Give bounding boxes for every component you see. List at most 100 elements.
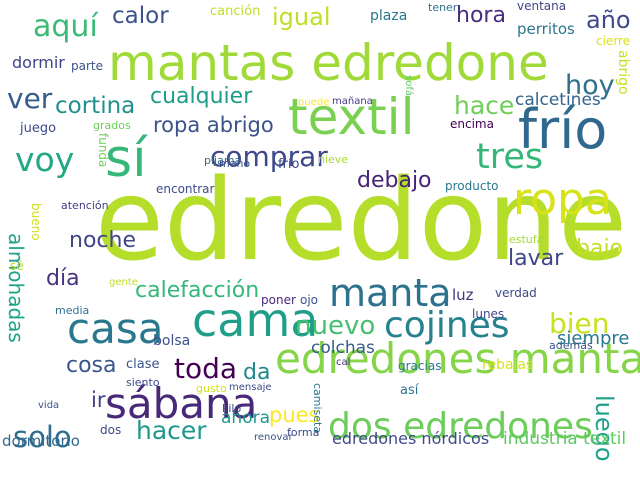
word-cloud-word: sofá	[403, 75, 414, 96]
word-cloud-word: siento	[126, 376, 160, 389]
word-cloud-word: noche	[69, 228, 136, 253]
word-cloud-word: rebajas	[482, 357, 534, 373]
word-cloud-word: cama	[192, 293, 319, 347]
word-cloud-word: bien	[549, 307, 610, 340]
word-cloud-word: día	[46, 266, 80, 291]
word-cloud-word: mensaje	[229, 382, 272, 393]
word-cloud-word: encima	[450, 117, 494, 131]
word-cloud-word: cojines	[384, 305, 510, 346]
word-cloud-word: edredones nórdicos	[332, 429, 490, 448]
word-cloud-word: mantas edredone	[108, 34, 549, 92]
word-cloud-word: debajo	[357, 168, 432, 193]
word-cloud-word: cal	[336, 357, 351, 368]
word-cloud-word: grados	[93, 119, 131, 132]
word-cloud-word: así	[400, 383, 419, 398]
word-cloud-word: aquí	[33, 9, 98, 44]
word-cloud-word: además	[549, 339, 593, 352]
word-cloud-word: año	[586, 6, 631, 34]
word-cloud-word: kilo	[222, 402, 242, 415]
word-cloud-word: pijama	[204, 154, 242, 167]
word-cloud-word: hace	[454, 91, 515, 120]
word-cloud-word: edredone	[95, 156, 627, 286]
word-cloud-word: parte	[71, 59, 103, 73]
word-cloud-word: frío	[518, 98, 608, 161]
word-cloud-word: hacer	[136, 416, 207, 445]
word-cloud-word: ojo	[300, 293, 319, 307]
word-cloud-word: renovar	[254, 432, 293, 443]
word-cloud-word: industria textil	[503, 429, 627, 449]
word-cloud-word: sé	[10, 259, 24, 273]
word-cloud-word: canción	[210, 4, 261, 19]
word-cloud-word: voy	[15, 140, 75, 179]
word-cloud-word: ver	[7, 82, 53, 115]
word-cloud-word: producto	[445, 179, 499, 193]
word-cloud-word: textil	[288, 88, 415, 146]
word-cloud-word: ahora	[221, 408, 270, 428]
word-cloud-word: dormir	[12, 53, 65, 72]
word-cloud-word: luz	[452, 286, 474, 304]
word-cloud-word: cierre	[596, 34, 631, 48]
word-cloud-word: igual	[272, 3, 331, 31]
word-cloud-word: lavar	[508, 246, 564, 271]
word-cloud-word: calor	[112, 3, 169, 29]
word-cloud-word: comprar	[210, 140, 328, 173]
word-cloud-word: mañana	[332, 96, 373, 107]
word-cloud-word: frío	[278, 157, 300, 172]
word-cloud-word: da	[243, 360, 271, 385]
word-cloud-word: luego	[590, 395, 618, 462]
word-cloud-word: abrigo	[615, 50, 631, 95]
word-cloud-word: lunes	[472, 307, 505, 321]
word-cloud-word: pues	[269, 403, 320, 427]
word-cloud-word: ventana	[517, 0, 567, 13]
word-cloud-word: dos edredones	[328, 406, 593, 447]
word-cloud-word: dos	[100, 423, 122, 437]
word-cloud-word: hora	[456, 3, 506, 28]
word-cloud-word: gusto	[196, 382, 227, 395]
word-cloud-word: calcetines	[515, 90, 601, 110]
word-cloud-word: juego	[20, 121, 57, 136]
word-cloud-word: toda	[174, 352, 238, 385]
word-cloud-word: calefacción	[135, 278, 260, 303]
word-cloud-word: nieve	[318, 153, 349, 166]
word-cloud-word: bolsa	[153, 333, 191, 349]
word-cloud-word: sábana	[105, 379, 258, 428]
word-cloud-word: dormitorio	[2, 432, 80, 450]
word-cloud-word: gente	[109, 277, 138, 288]
word-cloud-word: sí	[105, 129, 147, 189]
word-cloud-word: nuevo	[295, 311, 376, 341]
word-cloud-word: tres	[476, 137, 544, 177]
word-cloud-word: bueno	[29, 203, 43, 241]
word-cloud-word: estufa	[509, 233, 544, 246]
word-cloud-word: ir	[91, 388, 106, 412]
word-cloud-word: funda	[96, 133, 110, 168]
word-cloud-word: almohadas	[4, 233, 28, 343]
word-cloud-word: ropa abrigo	[153, 113, 274, 137]
word-cloud-word: manta	[329, 271, 452, 315]
word-cloud-word: forma	[287, 426, 320, 439]
word-cloud-word: cualquier	[150, 84, 253, 109]
word-cloud-word: gracias	[398, 359, 442, 373]
word-cloud-word: verdad	[495, 286, 537, 300]
word-cloud-word: colchas	[311, 338, 375, 358]
word-cloud-word: camiseta	[311, 383, 324, 434]
word-cloud-word: casa	[67, 304, 164, 353]
word-cloud-word: media	[55, 304, 90, 317]
word-cloud-word: cortina	[55, 93, 136, 119]
word-cloud-word: hoy	[565, 70, 615, 101]
word-cloud-word: vida	[38, 400, 60, 411]
word-cloud-word: solo	[13, 420, 72, 454]
word-cloud-word: ropa	[513, 174, 612, 225]
word-cloud-word: edredones manta	[275, 334, 640, 383]
word-cloud-word: cosa	[66, 353, 117, 378]
word-cloud-word: encontrar	[156, 182, 215, 196]
word-cloud-word: puede	[298, 97, 330, 108]
word-cloud-word: perritos	[517, 20, 575, 38]
word-cloud-word: mano	[219, 157, 251, 170]
word-cloud-word: poner	[261, 293, 296, 307]
word-cloud-word: atención	[61, 199, 109, 212]
word-cloud-word: clase	[126, 357, 160, 372]
word-cloud-word: plaza	[370, 8, 408, 24]
word-cloud-word: siempre	[557, 328, 630, 349]
word-cloud-word: bajo	[576, 236, 624, 261]
